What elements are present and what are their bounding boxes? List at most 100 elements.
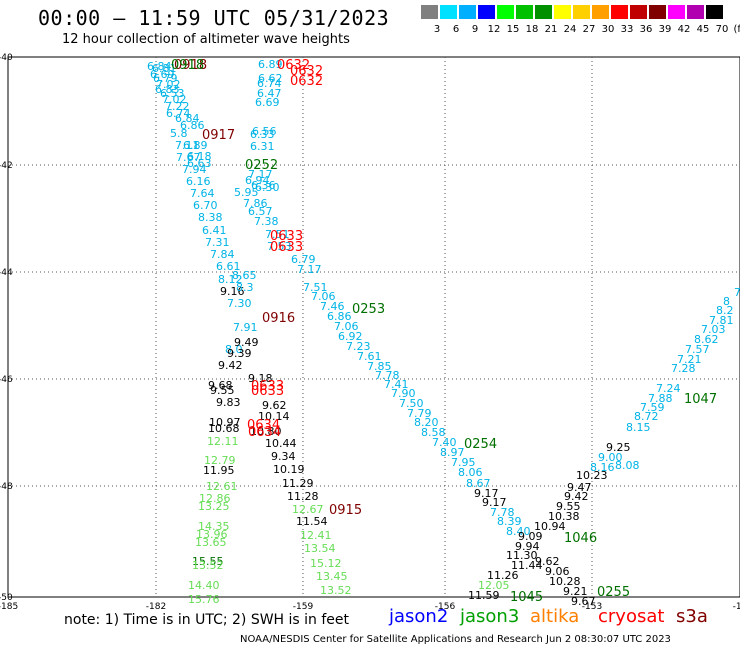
wave-height-value: 7.95: [451, 456, 476, 469]
wave-height-value: 6.18: [187, 150, 212, 163]
pass-time-label: 0633: [251, 379, 284, 394]
wave-height-value: 7.86: [243, 197, 268, 210]
wave-height-value: 6.53: [160, 87, 185, 100]
legend-swatch: [516, 5, 533, 19]
satellite-altika-label: altika: [530, 606, 580, 627]
wave-height-value: 6.47: [257, 87, 282, 100]
wave-height-value: 9.00: [598, 451, 623, 464]
wave-height-value: 9.06: [545, 565, 570, 578]
wave-height-value: 12.61: [206, 480, 238, 493]
satellite-jason3-label: jason3: [460, 606, 520, 627]
wave-height-value: 7.78: [375, 369, 400, 382]
wave-height-value: 9.42: [564, 490, 589, 503]
pass-time-label: 0918: [171, 58, 204, 73]
wave-height-value: 14.35: [198, 520, 230, 533]
wave-height-value: 13.96: [196, 528, 228, 541]
legend-swatch: [611, 5, 628, 19]
legend-label: 18: [525, 24, 539, 35]
subtitle: 12 hour collection of altimeter wave hei…: [62, 32, 350, 47]
wave-height-value: 7.67: [176, 151, 201, 164]
latitude-label: -50: [0, 593, 13, 603]
wave-height-value: 12.67: [292, 503, 324, 516]
wave-height-value: 15.12: [310, 557, 342, 570]
credit-text: NOAA/NESDIS Center for Satellite Applica…: [240, 634, 671, 645]
pass-time-label: 0633: [270, 240, 303, 255]
wave-height-value: 7.53: [267, 240, 292, 253]
observations-layer: 6.846.816.696.797.026.836.537.027.226.74…: [147, 58, 740, 608]
wave-height-value: 11.95: [203, 464, 235, 477]
pass-time-label: 0255: [597, 585, 630, 600]
wave-height-value: 7.17: [297, 263, 322, 276]
wave-height-value: 10.80: [250, 425, 282, 438]
satellite-s3a-label: s3a: [676, 606, 708, 627]
legend-label: 45: [696, 24, 710, 35]
wave-height-value: 12.86: [199, 492, 231, 505]
wave-height-value: 7.41: [384, 378, 409, 391]
wave-height-value: 6.94: [245, 174, 270, 187]
legend-label: 6: [452, 24, 460, 35]
wave-height-value: 10.68: [208, 422, 240, 435]
wave-height-value: 7.94: [182, 163, 207, 176]
wave-height-value: 7.85: [367, 360, 392, 373]
wave-height-value: 13.54: [304, 542, 336, 555]
legend-label: 21: [544, 24, 558, 35]
latitude-label: -40: [0, 53, 13, 63]
wave-height-value: 9.55: [556, 500, 581, 513]
wave-height-value: 11.44: [511, 559, 543, 572]
wave-height-value: 10.94: [534, 520, 566, 533]
wave-height-value: 9.39: [227, 347, 252, 360]
wave-height-value: 7.78: [490, 506, 515, 519]
wave-height-value: 6.31: [250, 140, 275, 153]
note-text: note: 1) Time is in UTC; 2) SWH is in fe…: [64, 612, 350, 628]
wave-height-value: 11.26: [487, 569, 519, 582]
legend-swatch: [592, 5, 609, 19]
wave-height-value: 9.18: [248, 372, 273, 385]
wave-height-value: 12.11: [207, 435, 239, 448]
wave-height-value: 14.40: [188, 579, 220, 592]
wave-height-value: 6.41: [202, 224, 227, 237]
wave-height-value: 6.74: [257, 77, 282, 90]
legend-label: 27: [582, 24, 596, 35]
legend-swatch: [649, 5, 666, 19]
longitude-label: -159: [293, 602, 314, 612]
longitude-label: -15: [733, 602, 740, 612]
satellite-cryosat-label: cryosat: [598, 606, 665, 627]
wave-height-value: 15.76: [188, 593, 220, 606]
wave-height-value: 10.23: [576, 469, 608, 482]
legend-label: 9: [471, 24, 479, 35]
wave-height-value: 7.06: [311, 290, 336, 303]
wave-height-value: 9.67: [571, 595, 596, 608]
wave-height-value: 9.17: [474, 487, 499, 500]
wave-height-value: 7.23: [346, 340, 371, 353]
page-title: 00:00 – 11:59 UTC 05/31/2023: [38, 6, 390, 30]
latitude-label: -44: [0, 268, 13, 278]
legend-swatch: [668, 5, 685, 19]
legend-label: (ft): [733, 24, 740, 35]
legend-swatch: [554, 5, 571, 19]
wave-height-value: 10.97: [209, 416, 241, 429]
wave-height-value: 8.3: [236, 281, 254, 294]
wave-height-value: 6.69: [150, 68, 175, 81]
pass-time-label: 0633: [270, 229, 303, 244]
legend-swatch: [573, 5, 590, 19]
wave-height-value: 8.20: [414, 416, 439, 429]
legend-label: 24: [563, 24, 577, 35]
wave-height-value: 11.54: [296, 515, 328, 528]
longitude-labels: -185 -182 -159 -156 -153 -15: [0, 602, 740, 612]
wave-height-value: 7.24: [656, 382, 681, 395]
wave-height-value: 9.17: [482, 496, 507, 509]
legend-swatch: [535, 5, 552, 19]
wave-height-value: 9.94: [515, 540, 540, 553]
pass-time-label: 0254: [464, 437, 497, 452]
longitude-label: -185: [0, 602, 18, 612]
wave-height-value: 7.02: [156, 78, 181, 91]
wave-height-value: 6.63: [187, 157, 212, 170]
wave-height-value: 7.11: [175, 139, 200, 152]
wave-height-value: 6.33: [250, 128, 275, 141]
wave-height-value: 8.0: [225, 343, 243, 356]
wave-height-value: 9.21: [563, 585, 588, 598]
wave-height-value: 6.70: [193, 199, 218, 212]
wave-height-value: 12.41: [300, 529, 332, 542]
wave-height-value: 8.38: [198, 211, 223, 224]
wave-height-value: 9.42: [218, 359, 243, 372]
